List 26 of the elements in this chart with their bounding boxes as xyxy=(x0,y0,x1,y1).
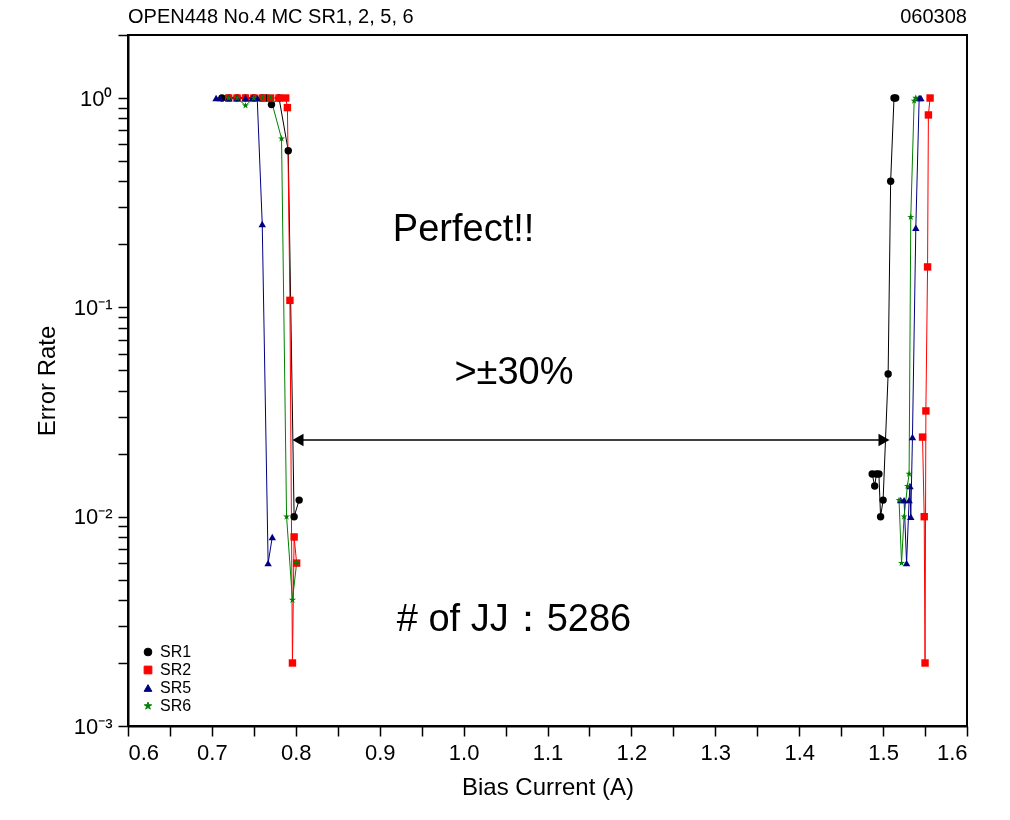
x-tick-label: 0.9 xyxy=(364,739,396,765)
y-tick-label: 10⁻² xyxy=(73,504,113,530)
x-tick-label: 0.8 xyxy=(281,739,312,765)
x-axis-title: Bias Current (A) xyxy=(461,772,635,800)
x-tick-label: 0.6 xyxy=(128,739,160,765)
annotation: >±30% xyxy=(454,350,574,392)
legend-label: SR2 xyxy=(160,661,192,678)
x-tick-label: 1.1 xyxy=(532,739,564,765)
x-tick-label: 1.2 xyxy=(616,739,648,765)
y-axis-title: Error Rate xyxy=(32,325,60,437)
legend-label: SR6 xyxy=(160,697,192,714)
x-tick-label: 1.6 xyxy=(936,739,968,765)
y-tick-label: 10⁻³ xyxy=(73,713,113,739)
annotation: Perfect!! xyxy=(392,207,535,249)
x-tick-label: 0.7 xyxy=(197,739,228,765)
x-tick-label: 1.5 xyxy=(868,739,899,765)
x-tick-label: 1.3 xyxy=(700,739,732,765)
legend-label: SR5 xyxy=(160,679,192,696)
y-tick-label: 10⁻¹ xyxy=(73,294,113,320)
y-tick-label: 10⁰ xyxy=(80,85,113,111)
chart-title: OPEN448 No.4 MC SR1, 2, 5, 6 xyxy=(128,5,414,27)
x-tick-label: 1.4 xyxy=(784,739,815,765)
annotation: # of JJ：5286 xyxy=(396,597,632,639)
text: 060308 xyxy=(900,5,967,27)
legend-label: SR1 xyxy=(160,643,192,660)
x-tick-label: 1.0 xyxy=(448,739,480,765)
